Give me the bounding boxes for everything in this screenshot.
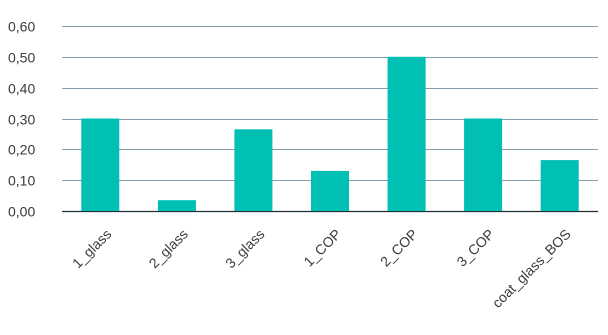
x-axis-category-labels: 1_glass 2_glass 3_glass 1_COP 2_COP 3_COPcoat…: [69, 226, 574, 311]
bar-coat-glass-bos: [540, 160, 579, 211]
x-category-label: 3_COP: [453, 226, 497, 270]
x-category-label: 2_COP: [377, 226, 421, 270]
y-tick-label: 0,20: [8, 142, 35, 158]
y-axis-tick-labels: 0,00 0,10 0,20 0,30 0,40 0,50 0,60: [8, 19, 35, 220]
bar-2-glass: [157, 200, 196, 211]
x-category-label: coat_glass_BOS: [489, 226, 574, 311]
y-tick-label: 0,30: [8, 112, 35, 128]
x-category-label: 1_COP: [300, 226, 344, 270]
bar-2-cop: [387, 56, 426, 211]
bar-3-glass: [234, 129, 273, 211]
x-category-label: 1_glass: [69, 226, 114, 271]
x-category-label: 3_glass: [222, 226, 267, 271]
y-tick-label: 0,60: [8, 19, 35, 35]
bars: [81, 56, 579, 211]
y-tick-label: 0,40: [8, 81, 35, 97]
bar-1-glass: [81, 118, 120, 211]
y-tick-label: 0,00: [8, 204, 35, 220]
x-category-label: 2_glass: [146, 226, 191, 271]
gridlines: [62, 26, 598, 213]
bar-1-cop: [311, 170, 349, 211]
y-tick-label: 0,10: [8, 173, 35, 189]
y-tick-label: 0,50: [8, 50, 35, 66]
bar-3-cop: [464, 118, 503, 211]
